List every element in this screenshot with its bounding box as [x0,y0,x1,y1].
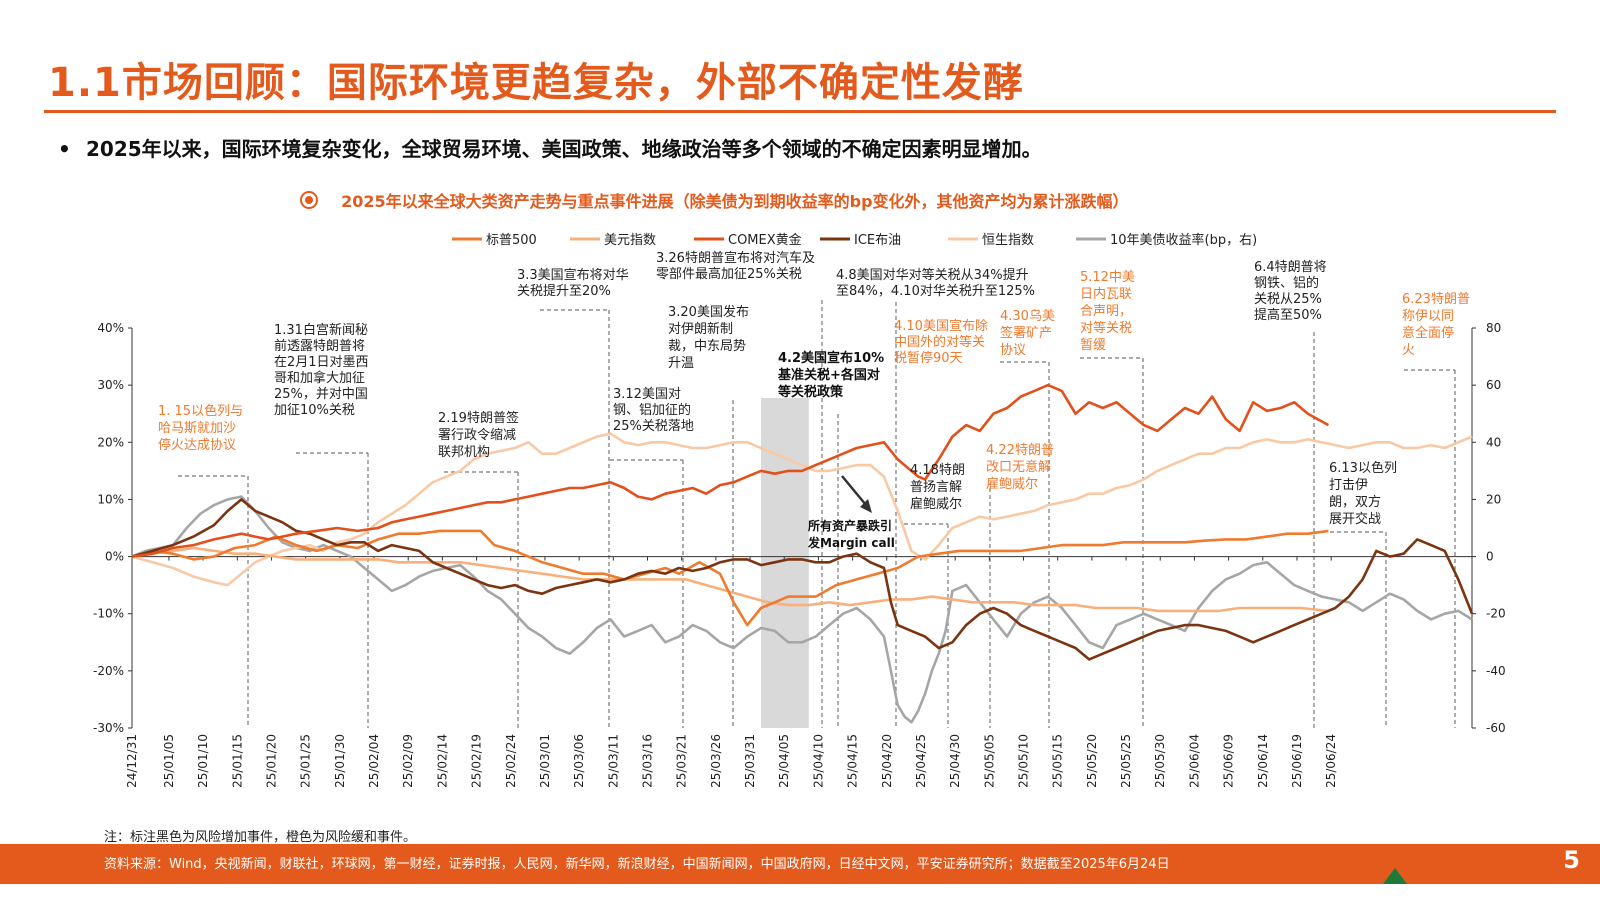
chart-title: 2025年以来全球大类资产走势与重点事件进展（除美债为到期收益率的bp变化外，其… [341,192,1129,211]
event-annotation: 6.4特朗普将钢铁、铝的关税从25%提高至50% [1254,260,1327,323]
x-tick-label: 25/01/25 [299,734,313,788]
right-tick-label: 0 [1486,550,1494,564]
x-tick-label: 25/02/14 [435,734,449,788]
legend-label: 恒生指数 [982,233,1034,248]
x-tick-label: 25/02/04 [367,734,381,788]
summary-text: 2025年以来，国际环境复杂变化，全球贸易环境、美国政策、地缘政治等多个领域的不… [86,137,1042,161]
event-annotation: 4.22特朗普改口无意解雇鲍威尔 [986,443,1054,492]
series-line-hsi [131,432,1473,587]
event-annotation: 6.13以色列打击伊朗，双方展开交战 [1329,460,1397,527]
event-annotation: 4.2美国宣布10%基准关税+各国对等关税政策 [777,350,884,400]
summary-bullet: • 2025年以来，国际环境复杂变化，全球贸易环境、美国政策、地缘政治等多个领域的… [58,133,1042,162]
x-tick-label: 25/05/25 [1119,734,1133,788]
left-tick-label: 20% [97,435,124,449]
event-annotation: 所有资产暴跌引发Margin call [807,518,895,550]
event-annotation: 4.8美国对华对等关税从34%提升至84%，4.10对华关税升至125% [836,267,1035,299]
event-annotation: 4.10美国宣布除中国外的对等关税暂停90天 [894,318,988,366]
legend-label: 美元指数 [604,233,656,248]
left-tick-label: 40% [97,321,124,335]
x-tick-label: 25/04/15 [846,734,860,788]
crash-arrow [841,475,867,506]
left-tick-label: 30% [97,378,124,392]
event-annotation: 2.19特朗普签署行政令缩减联邦机构 [438,410,519,460]
x-tick-label: 25/03/26 [709,734,723,788]
x-tick-label: 25/06/19 [1290,734,1304,788]
x-tick-label: 25/01/20 [264,734,278,788]
event-annotation: 3.3美国宣布将对华关税提升至20% [517,267,629,299]
x-tick-label: 25/01/05 [162,734,176,788]
right-tick-label: -20 [1486,607,1506,621]
left-tick-label: 10% [97,492,124,506]
x-tick-label: 25/03/16 [640,734,654,788]
x-tick-label: 25/03/06 [572,734,586,788]
event-annotation: 5.12中美日内瓦联合声明，对等关税暂缓 [1080,270,1135,353]
x-tick-label: 25/03/31 [743,734,757,788]
series-line-usd [131,546,1329,613]
x-tick-label: 25/05/30 [1153,734,1167,788]
event-annotation: 1. 15以色列与哈马斯就加沙停火达成协议 [158,403,243,453]
x-tick-label: 25/05/15 [1051,734,1065,788]
event-annotation: 3.26特朗普宣布将对汽车及零部件最高加征25%关税 [656,250,815,282]
event-annotation: 1.31白宫新闻秘前透露特朗普将在2月1日对墨西哥和加拿大加征 25%，并对中国加… [274,322,369,418]
left-tick-label: -20% [93,664,124,678]
x-tick-label: 25/02/19 [470,734,484,788]
event-annotation: 6.23特朗普称伊以同意全面停火 [1402,292,1470,358]
series-line-ust10y [131,495,1473,724]
x-tick-label: 25/03/01 [538,734,552,788]
legend-label: 标普500 [486,233,537,248]
right-tick-label: 20 [1486,492,1501,506]
x-tick-label: 25/03/21 [675,734,689,788]
x-tick-label: 25/04/20 [880,734,894,788]
title-divider [44,110,1556,113]
crash-arrowhead [860,499,872,513]
event-annotation: 4.18特朗普扬言解雇鲍威尔 [910,463,965,512]
left-tick-label: -10% [93,607,124,621]
x-tick-label: 25/04/25 [914,734,928,788]
legend-label: 10年美债收益率(bp，右) [1110,232,1257,248]
x-tick-label: 25/06/14 [1256,734,1270,788]
x-tick-label: 25/06/04 [1187,734,1201,788]
event-annotation: 3.12美国对钢、铝加征的 25%关税落地 [613,387,694,434]
x-tick-label: 25/04/05 [777,734,791,788]
page-number: 5 [1563,846,1580,874]
x-tick-label: 25/05/20 [1085,734,1099,788]
x-tick-label: 25/05/10 [1017,734,1031,788]
x-tick-label: 25/03/11 [606,734,620,788]
bullet-icon: • [58,137,71,161]
right-tick-label: 60 [1486,378,1501,392]
x-tick-label: 25/05/05 [982,734,996,788]
x-tick-label: 25/01/10 [196,734,210,788]
data-source: 资料来源：Wind，央视新闻，财联社，环球网，第一财经，证券时报，人民网，新华网… [104,857,1170,872]
x-tick-label: 24/12/31 [125,734,139,788]
x-tick-label: 25/02/24 [504,734,518,788]
x-tick-label: 25/04/10 [811,734,825,788]
target-icon [300,191,318,209]
x-tick-label: 25/02/09 [401,734,415,788]
right-tick-label: 80 [1486,321,1501,335]
right-tick-label: -60 [1486,721,1506,735]
x-tick-label: 25/06/09 [1222,734,1236,788]
event-annotation: 4.30乌美签署矿产协议 [1000,308,1055,358]
legend-label: ICE布油 [854,233,901,248]
right-tick-label: -40 [1486,664,1506,678]
x-tick-label: 25/06/24 [1324,734,1338,788]
right-tick-label: 40 [1486,435,1501,449]
left-tick-label: -30% [93,721,124,735]
brand-logo-icon [1383,868,1407,884]
x-tick-label: 25/04/30 [948,734,962,788]
page-title: 1.1市场回顾：国际环境更趋复杂，外部不确定性发酵 [48,60,1024,106]
chart-note: 注：标注黑色为风险增加事件，橙色为风险缓和事件。 [104,830,417,845]
x-tick-label: 25/01/15 [230,734,244,788]
footer-bar [0,844,1600,884]
event-annotation: 3.20美国发布对伊朗新制裁，中东局势升温 [668,304,749,371]
x-tick-label: 25/01/30 [333,734,347,788]
left-tick-label: 0% [105,550,124,564]
series-line-gold [131,383,1330,558]
series-line-brent [131,498,1474,661]
legend-label: COMEX黄金 [728,232,802,248]
chart-title-row: 2025年以来全球大类资产走势与重点事件进展（除美债为到期收益率的bp变化外，其… [300,188,1129,212]
